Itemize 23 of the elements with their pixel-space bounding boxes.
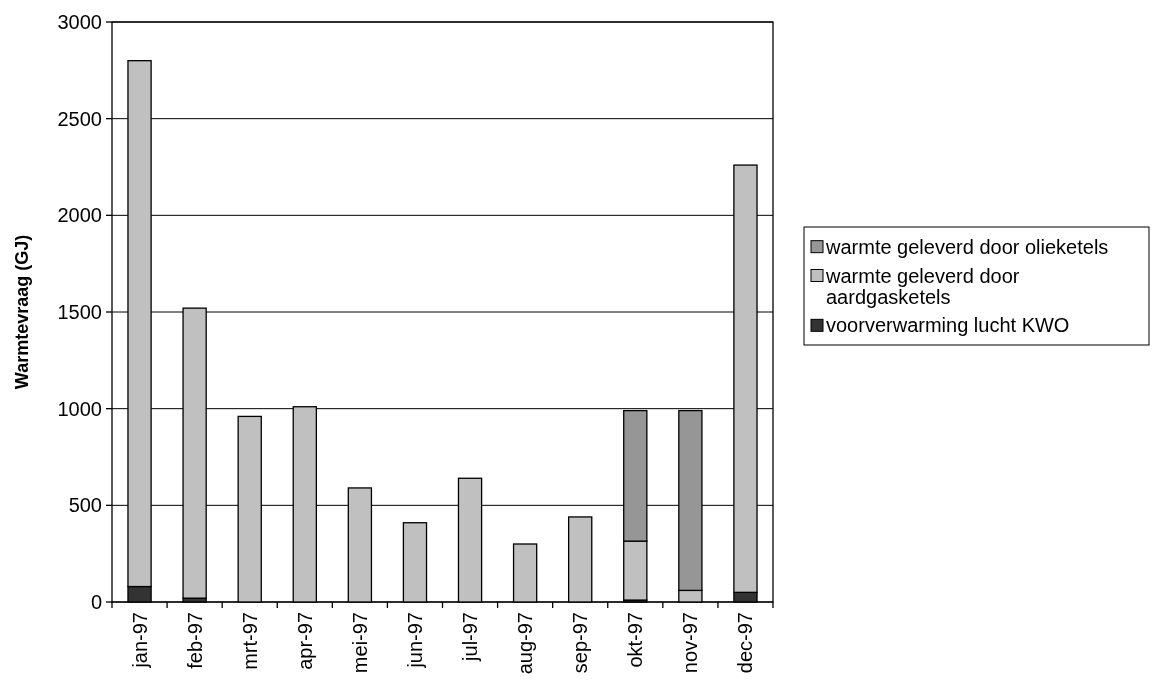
legend-label: voorverwarming lucht KWO: [826, 314, 1070, 337]
y-tick-label: 0: [90, 591, 102, 613]
x-tick-label: apr-97: [293, 612, 316, 670]
y-tick-label: 500: [68, 494, 102, 517]
x-tick-label: feb-97: [183, 612, 206, 669]
x-tick-label: sep-97: [569, 612, 592, 674]
x-tick-label: aug-97: [514, 612, 537, 675]
x-tick-label: nov-97: [679, 612, 702, 674]
x-tick-label: dec-97: [734, 612, 757, 674]
x-tick-label: mei-97: [348, 612, 371, 674]
x-tick-label: jan-97: [128, 612, 151, 669]
y-tick-label: 2000: [57, 204, 102, 227]
y-tick-label: 2500: [57, 107, 102, 130]
y-axis-title: Warmtevraag (GJ): [12, 234, 33, 390]
x-tick-label: jul-97: [459, 612, 482, 662]
y-tick-label: 1500: [57, 301, 102, 323]
y-tick-label: 1000: [57, 397, 102, 420]
legend-label: warmte geleverd door olieketels: [825, 235, 1109, 258]
y-tick-label: 3000: [57, 11, 102, 33]
x-tick-label: mrt-97: [238, 612, 261, 670]
x-tick-label: jun-97: [403, 612, 426, 669]
x-tick-label: okt-97: [624, 612, 647, 668]
legend-label: warmte geleverd door aardgasketels: [825, 264, 1020, 308]
